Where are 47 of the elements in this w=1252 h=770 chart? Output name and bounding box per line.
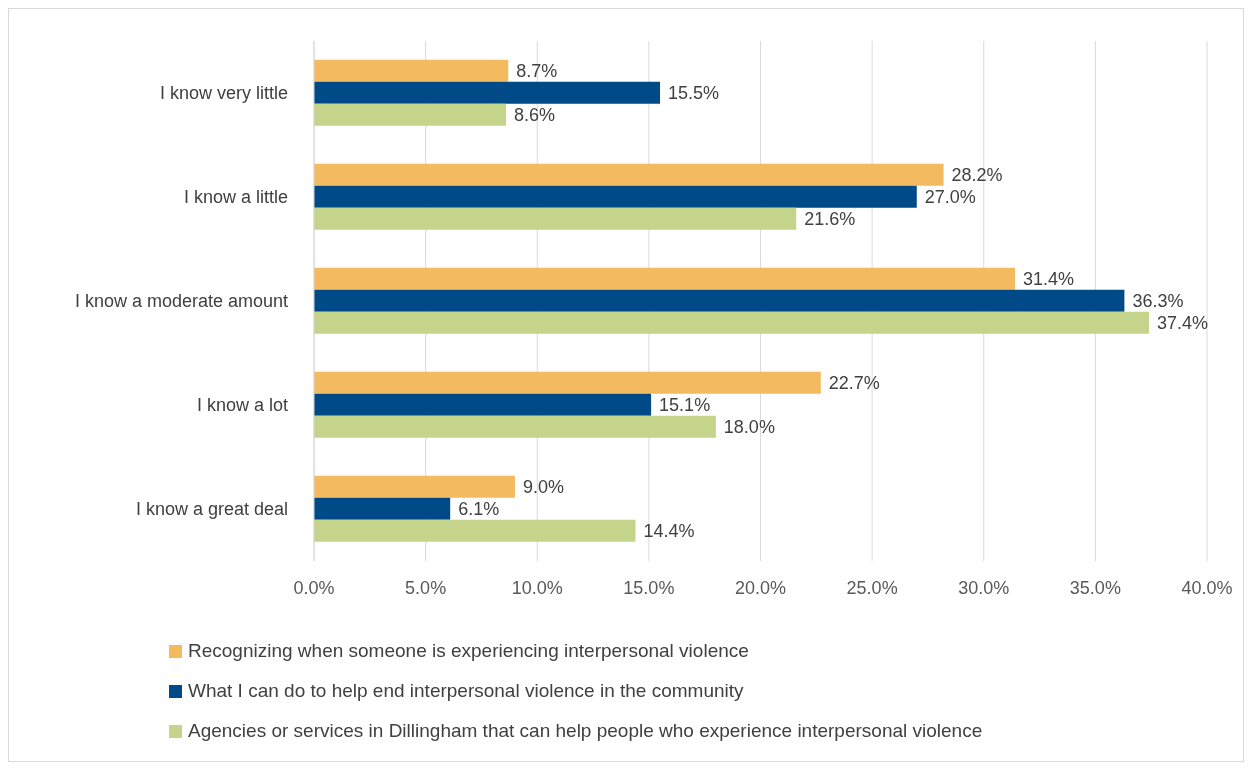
bar xyxy=(314,163,944,186)
bar xyxy=(314,393,652,416)
data-label: 8.7% xyxy=(516,61,558,82)
x-tick-label: 35.0% xyxy=(1069,577,1121,598)
bar xyxy=(314,289,1125,312)
data-label: 14.4% xyxy=(643,521,695,542)
bar xyxy=(314,207,797,230)
data-label: 21.6% xyxy=(804,209,856,230)
data-label: 8.6% xyxy=(513,105,556,126)
bar xyxy=(314,371,821,394)
bar xyxy=(314,59,509,82)
bar xyxy=(314,475,515,498)
data-label: 36.3% xyxy=(1132,291,1184,312)
data-label: 22.7% xyxy=(828,373,880,394)
data-label: 31.4% xyxy=(1023,269,1075,290)
data-label: 15.1% xyxy=(659,395,711,416)
x-tick-label: 40.0% xyxy=(1181,577,1233,598)
data-label: 27.0% xyxy=(924,187,976,208)
y-tick-label: I know a great deal xyxy=(135,499,288,520)
x-tick-label: 30.0% xyxy=(958,577,1010,598)
data-label: 15.5% xyxy=(668,83,720,104)
bar xyxy=(314,103,506,126)
legend-label: What I can do to help end interpersonal violence in the community xyxy=(188,680,744,702)
bar xyxy=(314,185,917,208)
x-tick-label: 25.0% xyxy=(846,577,898,598)
data-label: 37.4% xyxy=(1156,313,1208,334)
data-label: 28.2% xyxy=(951,165,1003,186)
y-tick-label: I know a lot xyxy=(196,395,288,416)
bar xyxy=(314,311,1149,334)
bar xyxy=(314,267,1016,290)
data-label: 6.1% xyxy=(458,499,500,520)
y-tick-label: I know a moderate amount xyxy=(74,291,288,312)
data-label: 9.0% xyxy=(522,477,564,498)
x-tick-label: 0.0% xyxy=(293,577,335,598)
x-tick-label: 15.0% xyxy=(623,577,675,598)
legend-label: Agencies or services in Dillingham that can help people who experience interpersonal violence xyxy=(188,720,983,742)
y-tick-label: I know a little xyxy=(183,187,288,208)
y-tick-label: I know very little xyxy=(159,83,288,104)
data-label: 18.0% xyxy=(723,417,775,438)
bar xyxy=(314,415,716,438)
x-tick-label: 5.0% xyxy=(405,577,447,598)
x-tick-label: 10.0% xyxy=(511,577,563,598)
bar xyxy=(314,519,636,542)
bar xyxy=(314,497,451,520)
bar xyxy=(314,81,661,104)
x-tick-label: 20.0% xyxy=(734,577,787,598)
legend-label: Recognizing when someone is experiencing interpersonal violence xyxy=(188,640,749,662)
